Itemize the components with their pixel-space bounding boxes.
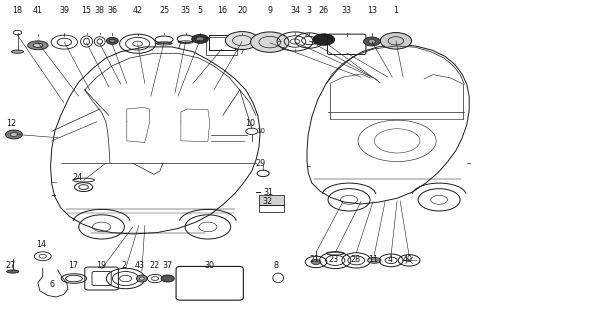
Text: 25: 25 <box>159 6 169 15</box>
Ellipse shape <box>110 39 116 43</box>
Text: 23: 23 <box>328 254 338 264</box>
Text: 18: 18 <box>13 6 22 15</box>
Bar <box>259 195 284 204</box>
Text: 15: 15 <box>81 6 92 15</box>
Text: 3: 3 <box>307 6 312 15</box>
Text: 9: 9 <box>267 6 272 15</box>
Circle shape <box>311 260 321 265</box>
Text: 28: 28 <box>350 254 360 264</box>
Circle shape <box>313 34 335 45</box>
Circle shape <box>250 32 289 52</box>
Text: 2: 2 <box>121 261 126 270</box>
Circle shape <box>380 33 412 49</box>
Ellipse shape <box>107 37 119 44</box>
Ellipse shape <box>7 270 19 273</box>
Ellipse shape <box>368 258 381 263</box>
Bar <box>259 205 284 212</box>
Ellipse shape <box>140 277 144 280</box>
Text: 42: 42 <box>132 6 143 15</box>
Text: 36: 36 <box>107 6 117 15</box>
Text: 21: 21 <box>309 254 319 264</box>
Text: 6: 6 <box>50 280 55 289</box>
Text: 37: 37 <box>162 261 172 270</box>
Text: 39: 39 <box>59 6 69 15</box>
Text: 43: 43 <box>135 261 145 270</box>
Text: 24: 24 <box>72 173 82 182</box>
Text: 35: 35 <box>181 6 191 15</box>
Bar <box>208 35 235 50</box>
Text: 22: 22 <box>149 261 160 270</box>
Ellipse shape <box>33 43 43 47</box>
Circle shape <box>191 35 208 44</box>
Text: 10: 10 <box>256 128 265 134</box>
Circle shape <box>196 37 203 41</box>
Text: 17: 17 <box>67 261 78 270</box>
Text: 16: 16 <box>217 6 227 15</box>
Circle shape <box>161 275 174 282</box>
Text: 5: 5 <box>197 6 203 15</box>
Text: 10: 10 <box>245 119 255 128</box>
Text: 26: 26 <box>319 6 329 15</box>
Circle shape <box>10 132 17 136</box>
Circle shape <box>5 130 22 139</box>
Text: 30: 30 <box>205 261 215 270</box>
Text: 34: 34 <box>290 6 300 15</box>
Text: 19: 19 <box>96 261 107 270</box>
Text: 20: 20 <box>237 6 247 15</box>
Text: 1: 1 <box>393 6 399 15</box>
Text: 13: 13 <box>367 6 377 15</box>
Bar <box>206 37 237 55</box>
Circle shape <box>225 32 259 50</box>
Text: 12: 12 <box>7 119 17 128</box>
Text: 41: 41 <box>33 6 43 15</box>
Text: 33: 33 <box>342 6 352 15</box>
Text: 31: 31 <box>263 188 273 197</box>
Text: 11: 11 <box>368 254 378 264</box>
Circle shape <box>13 30 22 35</box>
Text: 29: 29 <box>256 159 266 168</box>
Text: 14: 14 <box>37 240 46 249</box>
Text: 8: 8 <box>273 261 278 270</box>
Ellipse shape <box>137 275 147 282</box>
Text: 4: 4 <box>388 254 393 264</box>
Text: 32: 32 <box>263 197 273 206</box>
Text: 40: 40 <box>403 254 413 264</box>
Text: 7: 7 <box>176 41 181 50</box>
Circle shape <box>368 40 376 44</box>
Text: 38: 38 <box>95 6 105 15</box>
Ellipse shape <box>11 50 23 53</box>
Circle shape <box>364 37 380 46</box>
Text: 7: 7 <box>240 49 244 55</box>
Ellipse shape <box>28 41 48 50</box>
Text: 27: 27 <box>5 261 16 270</box>
